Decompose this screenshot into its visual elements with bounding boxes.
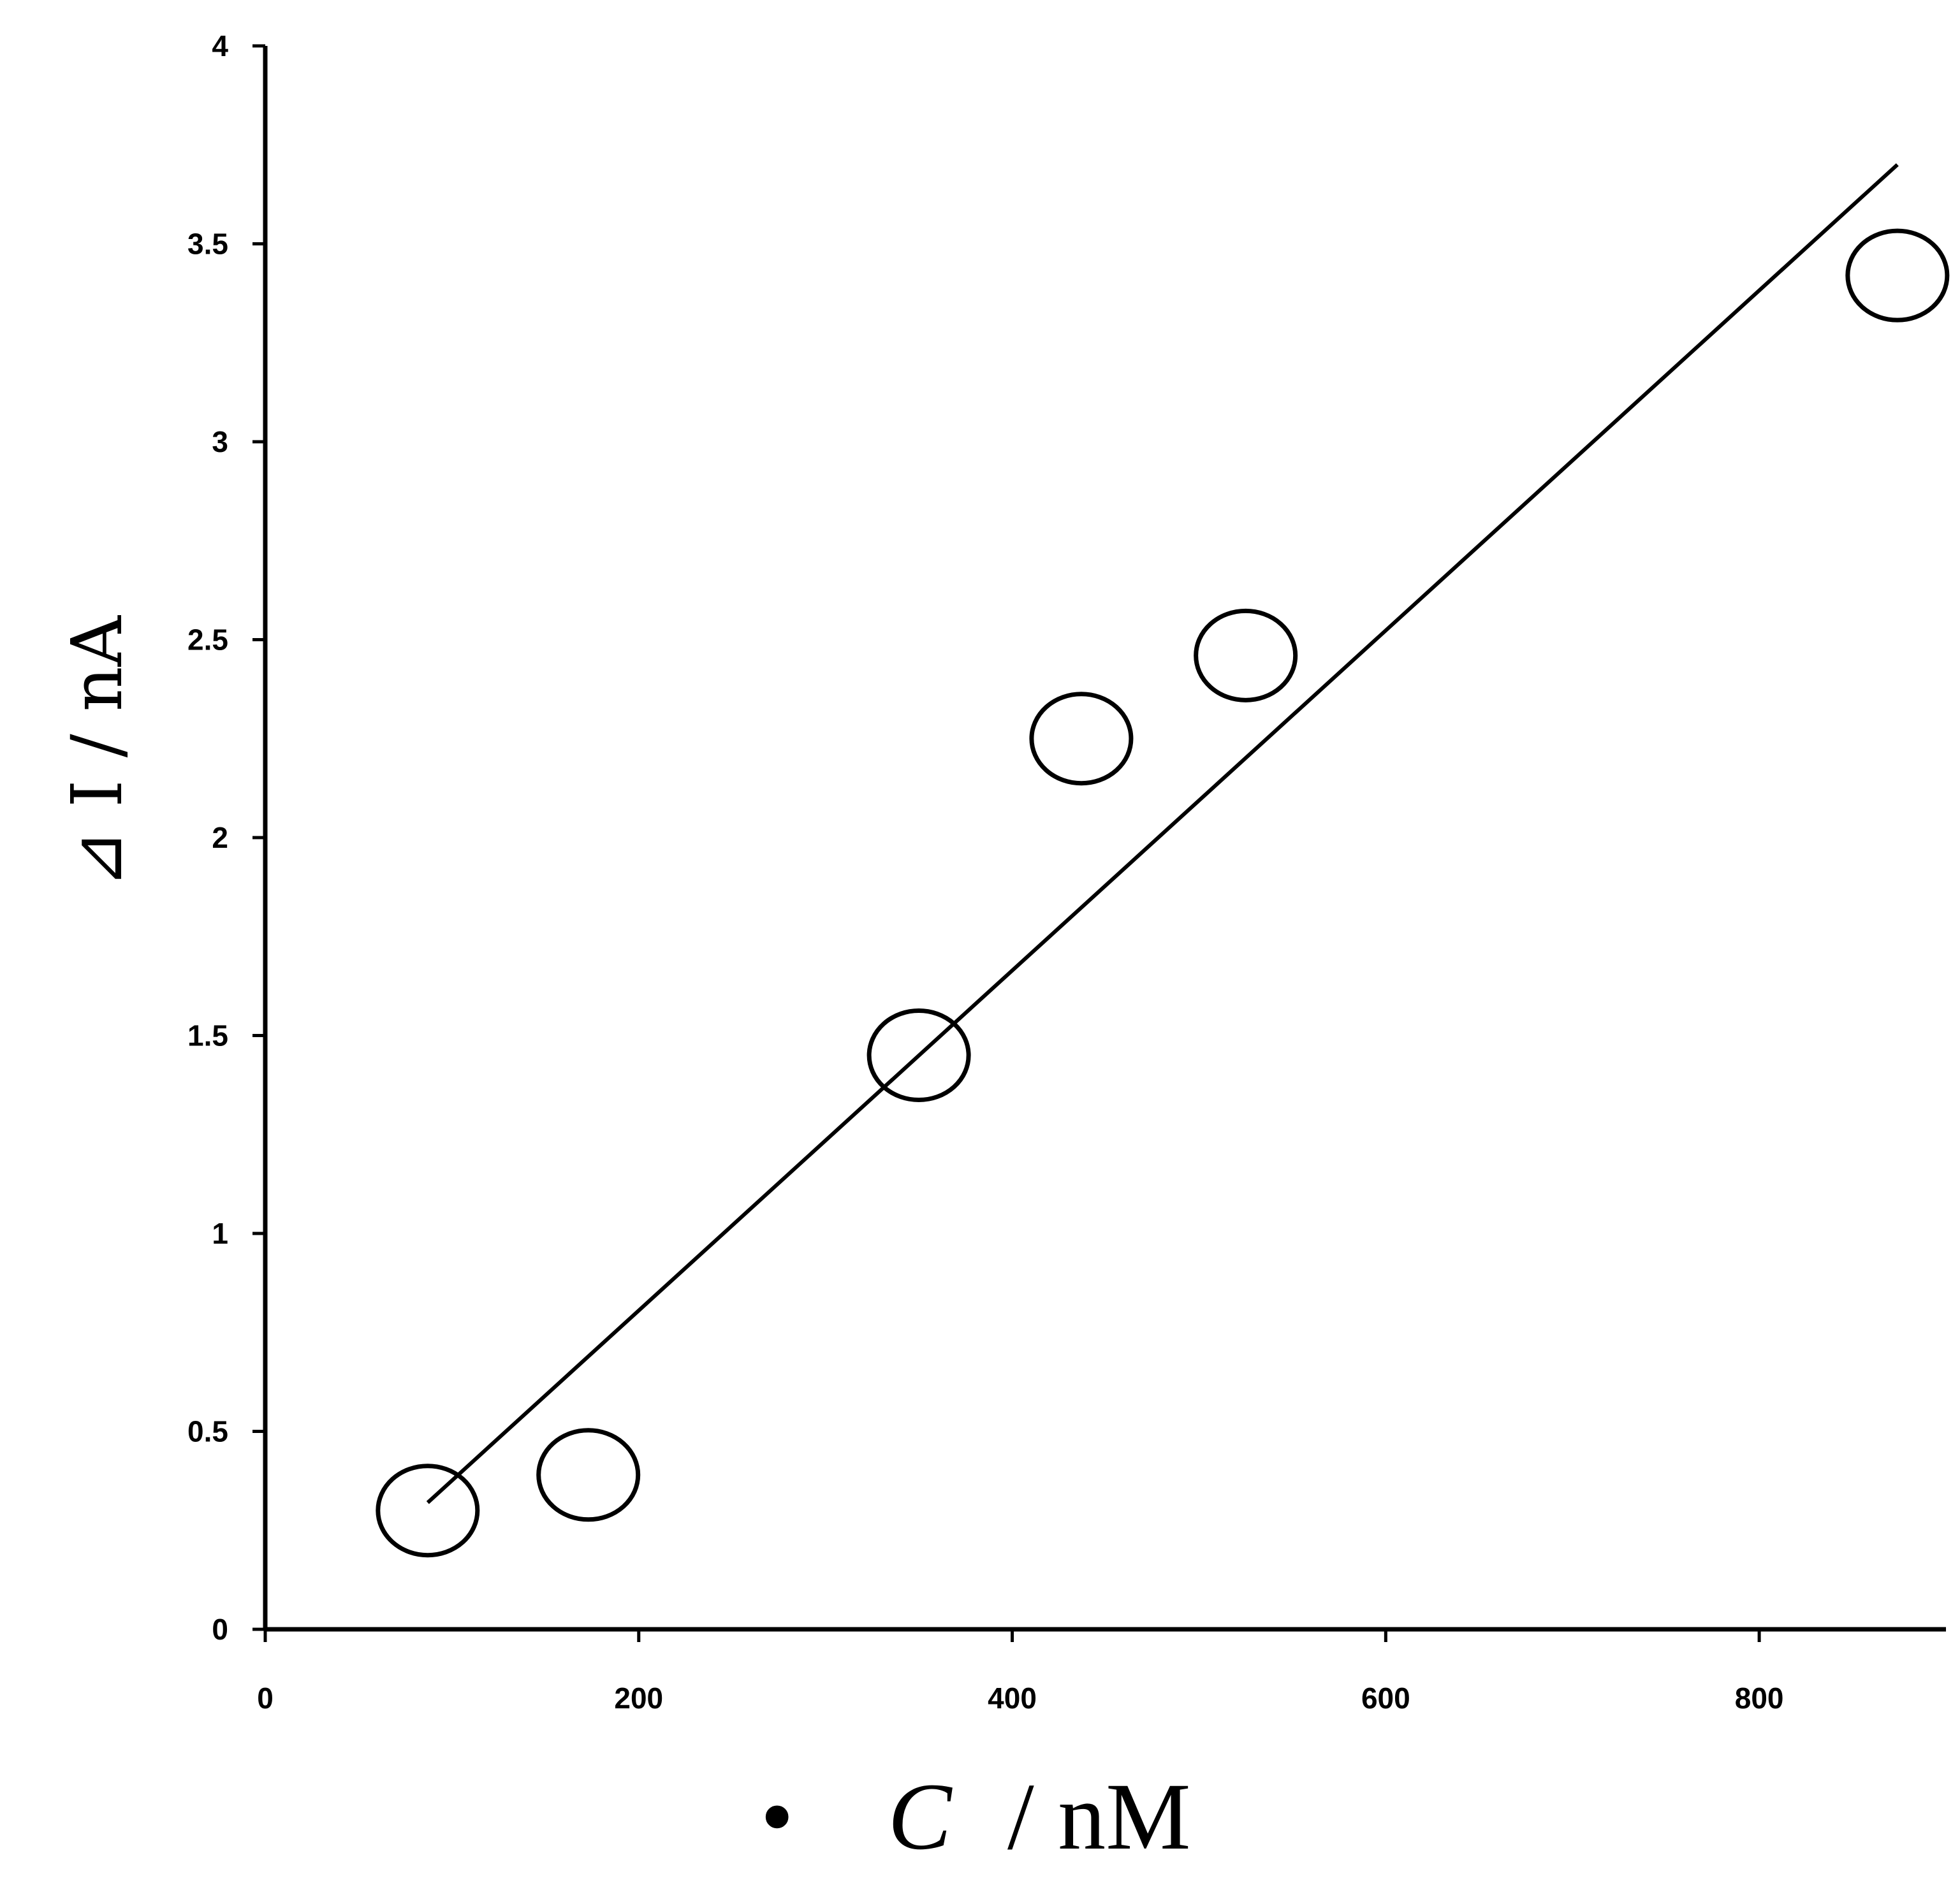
- data-points: [376, 228, 1950, 1558]
- x-tick-label: 600: [1361, 1682, 1410, 1715]
- x-tick-label: 800: [1735, 1682, 1784, 1715]
- data-point: [1029, 692, 1134, 786]
- axes: [263, 46, 1946, 1632]
- x-axis-ticks: 0 200 400 600 800: [257, 1629, 1783, 1715]
- y-tick-label: 3: [212, 425, 228, 458]
- data-point: [536, 1428, 641, 1522]
- x-axis-label-unit: / nM: [1007, 1764, 1191, 1870]
- y-axis-ticks: 0 0.5 1 1.5 2 2.5 3 3.5 4: [187, 29, 265, 1646]
- fit-line-group: [426, 163, 1899, 1504]
- fit-line: [426, 163, 1899, 1504]
- x-axis-label-variable: C: [888, 1764, 953, 1870]
- y-axis-label: ⊿ I / nA: [56, 615, 138, 889]
- data-point: [376, 1464, 480, 1558]
- x-tick-label: 400: [988, 1682, 1037, 1715]
- y-tick-label: 0.5: [187, 1415, 228, 1448]
- data-point: [1845, 228, 1950, 323]
- y-tick-label: 3.5: [187, 228, 228, 261]
- x-tick-label: 200: [614, 1682, 663, 1715]
- y-tick-label: 2.5: [187, 623, 228, 657]
- data-point: [867, 1008, 971, 1103]
- x-axis-label-bullet: •: [760, 1764, 794, 1870]
- x-axis-label: • C / nM: [760, 1764, 1190, 1870]
- y-tick-label: 1.5: [187, 1019, 228, 1052]
- data-point: [1194, 608, 1298, 702]
- x-tick-label: 0: [257, 1682, 274, 1715]
- y-tick-label: 4: [212, 29, 228, 62]
- y-tick-label: 0: [212, 1613, 228, 1646]
- y-tick-label: 2: [212, 821, 228, 854]
- y-tick-label: 1: [212, 1217, 228, 1250]
